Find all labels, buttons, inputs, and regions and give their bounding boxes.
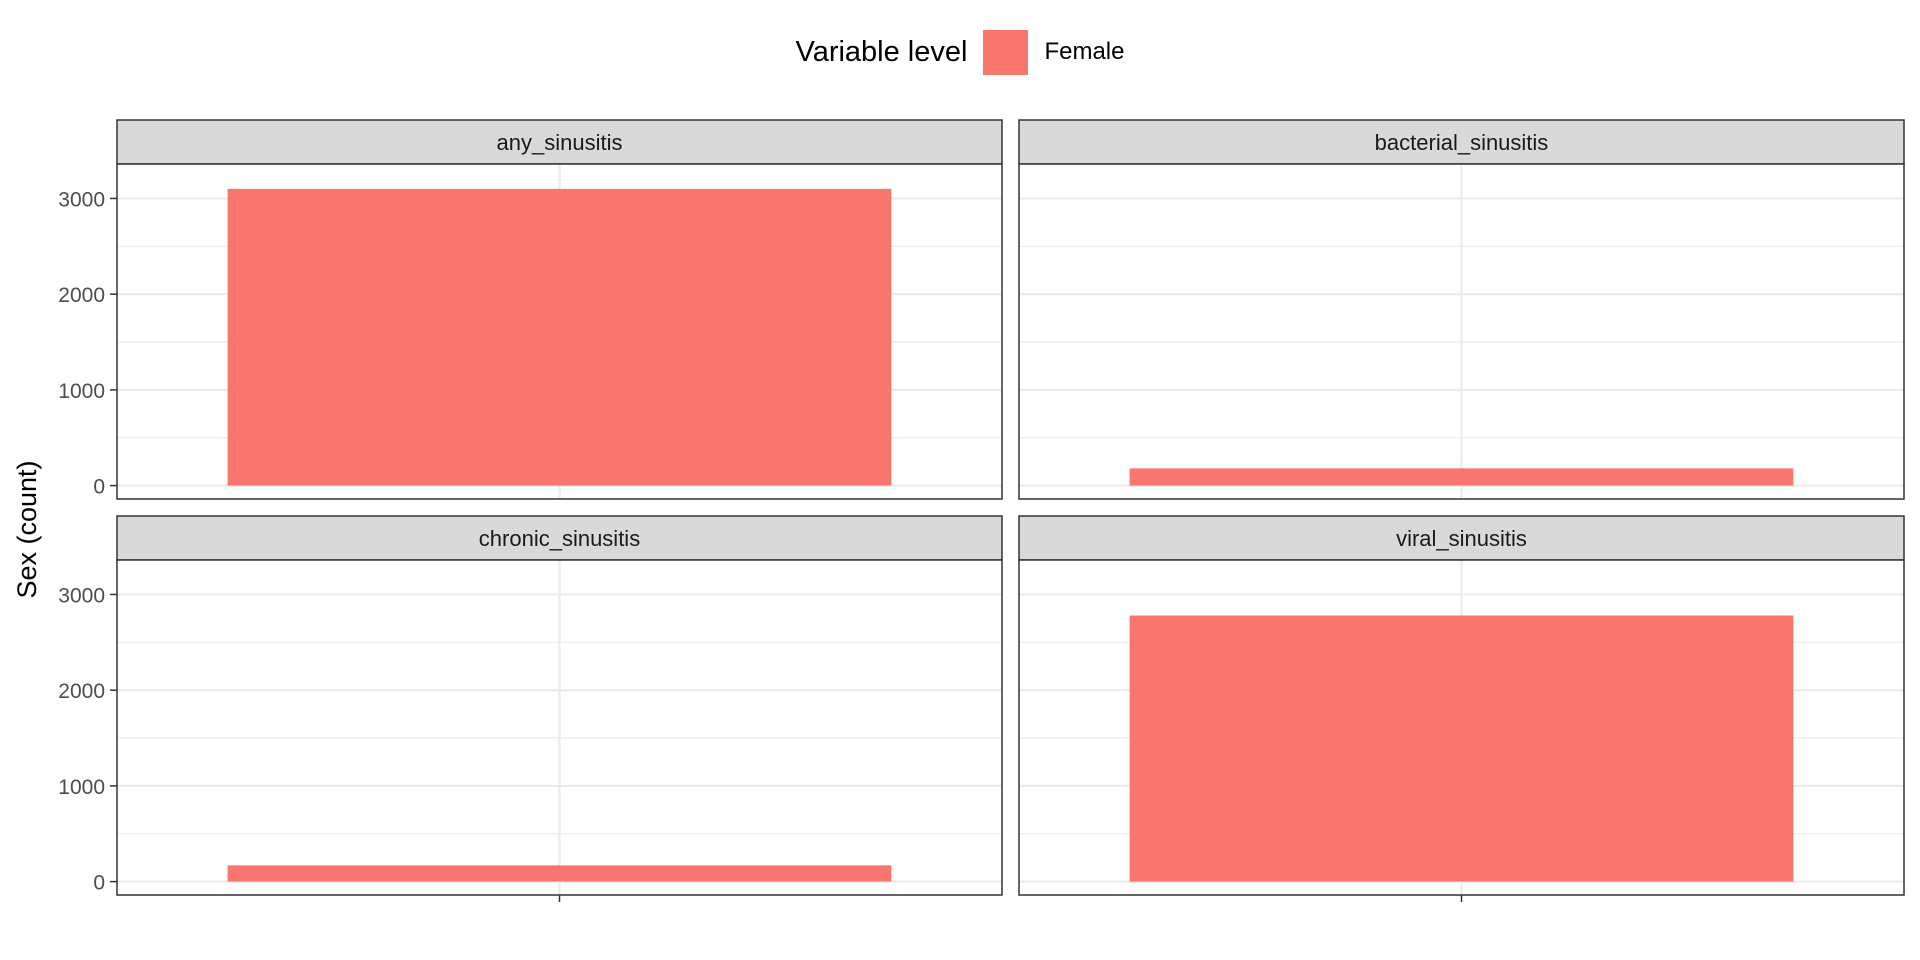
facet-strip-label: bacterial_sinusitis [1375,130,1549,155]
y-tick-label: 2000 [58,680,105,703]
bar-any_sinusitis [227,188,892,486]
bar-viral_sinusitis [1129,615,1794,882]
y-tick-label: 0 [93,476,105,499]
y-tick-label: 0 [93,872,105,895]
panel-border [116,163,1003,500]
facet-strip [116,119,1003,165]
y-tick-label: 2000 [58,284,105,307]
bar-bacterial_sinusitis [1129,468,1794,486]
bar-chronic_sinusitis [227,865,892,882]
legend-label-female: Female [1044,38,1125,65]
facet-strip-label: any_sinusitis [497,130,623,155]
y-axis-title: Sex (count) [12,460,42,598]
legend-key-female [983,29,1029,75]
facet-strip [1018,515,1905,561]
facet-strip-label: viral_sinusitis [1396,526,1527,551]
y-tick-label: 3000 [58,188,105,211]
legend-title: Variable level [795,35,968,68]
y-tick-label: 1000 [58,380,105,403]
y-tick-label: 3000 [58,584,105,607]
panel-border [1018,163,1905,500]
facet-strip [1018,119,1905,165]
legend: Variable level Female [0,28,1920,76]
facet-strip-label: chronic_sinusitis [479,526,640,551]
y-tick-label: 1000 [58,776,105,799]
